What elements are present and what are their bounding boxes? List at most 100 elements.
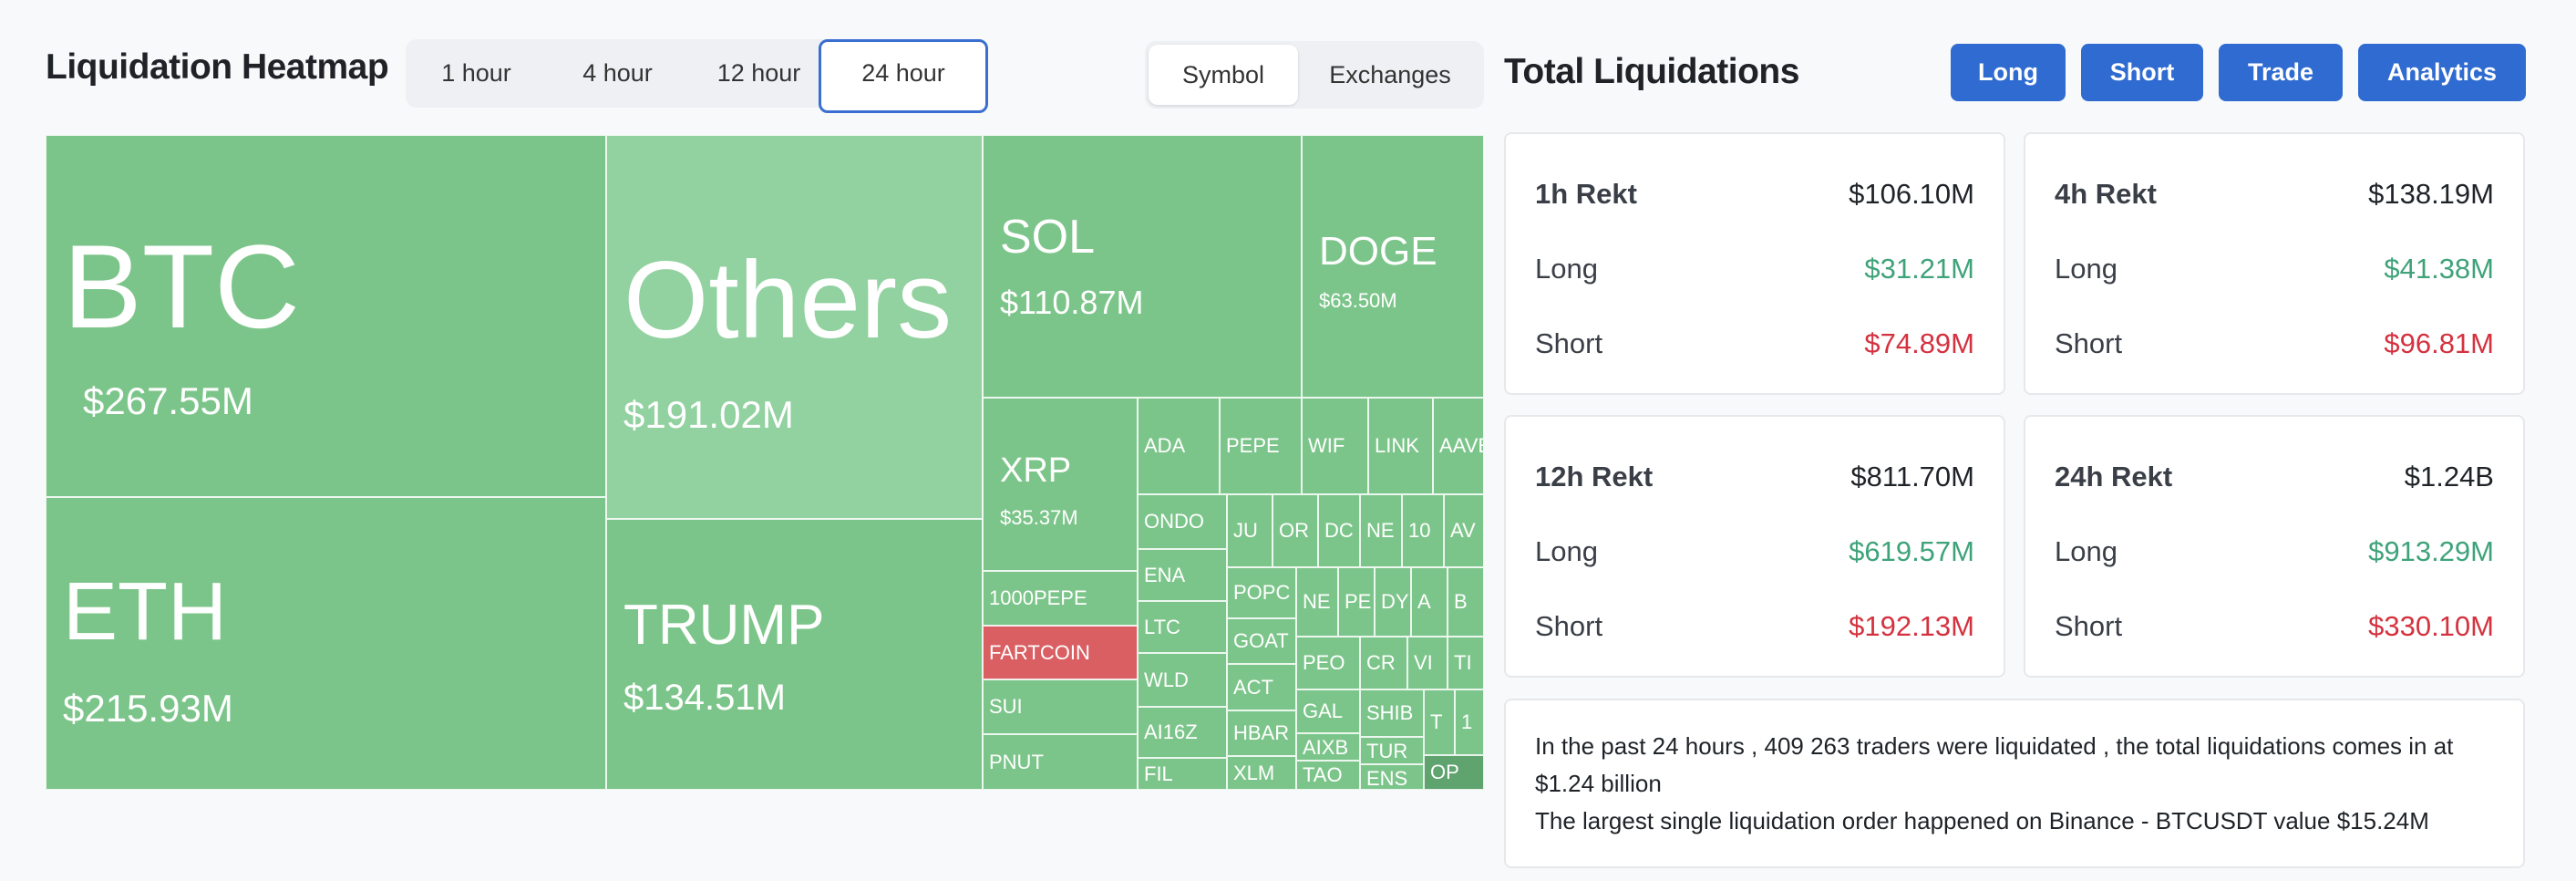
treemap-cell[interactable]: CR: [1360, 637, 1407, 689]
rekt-card-label: 24h Rekt: [2055, 461, 2173, 492]
treemap-cell[interactable]: VI: [1407, 637, 1448, 689]
treemap-cell[interactable]: NE: [1296, 567, 1338, 637]
cell-value: $134.51M: [623, 678, 786, 718]
cell-symbol: LTC: [1144, 616, 1180, 638]
tab-12-hour[interactable]: 12 hour: [716, 59, 801, 87]
treemap-cell[interactable]: Others $191.02M: [606, 135, 983, 519]
cell-symbol: NE: [1366, 519, 1395, 542]
cell-symbol: 10: [1408, 519, 1431, 542]
total-liquidations-title: Total Liquidations: [1504, 52, 1799, 91]
tab-4-hour[interactable]: 4 hour: [582, 59, 653, 87]
treemap-cell[interactable]: FARTCOIN: [983, 626, 1138, 679]
treemap-cell[interactable]: XRP $35.37M: [983, 398, 1138, 571]
treemap-cell[interactable]: TRUMP $134.51M: [606, 519, 983, 790]
treemap-cell[interactable]: B: [1448, 567, 1484, 637]
rekt-card-total: $1.24B: [2404, 461, 2494, 492]
treemap-cell[interactable]: PNUT: [983, 734, 1138, 790]
treemap-cell[interactable]: GOAT: [1227, 618, 1296, 664]
treemap-cell[interactable]: ETH $215.93M: [46, 497, 606, 790]
treemap-cell[interactable]: FIL: [1138, 758, 1227, 790]
treemap-cell[interactable]: JU: [1227, 494, 1273, 567]
summary-line-1: In the past 24 hours , 409 263 traders w…: [1535, 732, 2454, 797]
treemap-cell[interactable]: LTC: [1138, 601, 1227, 653]
treemap-cell[interactable]: TUR: [1360, 737, 1424, 764]
cell-symbol: GAL: [1303, 700, 1344, 722]
treemap-cell[interactable]: OP: [1424, 755, 1484, 790]
treemap-cell[interactable]: SOL $110.87M: [983, 135, 1302, 398]
long-label: Long: [2055, 535, 2117, 567]
treemap-cell[interactable]: POPC: [1227, 567, 1296, 618]
cell-symbol: DOGE: [1319, 229, 1437, 274]
cell-symbol: WIF: [1308, 434, 1345, 457]
treemap-cell[interactable]: WIF: [1302, 398, 1368, 494]
treemap-cell[interactable]: 1000PEPE: [983, 571, 1138, 626]
treemap-cell[interactable]: AAVE: [1433, 398, 1484, 494]
treemap-cell[interactable]: PEO: [1296, 637, 1360, 689]
treemap-cell[interactable]: AIXB: [1296, 733, 1360, 761]
long-value: $913.29M: [2368, 535, 2494, 567]
long-button[interactable]: Long: [1951, 44, 2066, 101]
trade-button[interactable]: Trade: [2219, 44, 2343, 101]
cell-symbol: TI: [1454, 651, 1472, 674]
cell-symbol: NE: [1303, 590, 1331, 613]
cell-symbol: ENA: [1144, 564, 1186, 586]
rekt-card-24h: 24h Rekt $1.24B Long $913.29M Short $330.10…: [2024, 415, 2525, 678]
treemap-cell[interactable]: TI: [1448, 637, 1484, 689]
treemap-cell[interactable]: DOGE $63.50M: [1302, 135, 1484, 398]
treemap-cell[interactable]: PEPE: [1220, 398, 1302, 494]
cell-symbol: 1000PEPE: [989, 586, 1087, 609]
cell-symbol: ETH: [63, 566, 227, 658]
view-exchanges[interactable]: Exchanges: [1329, 61, 1451, 88]
cell-symbol: SHIB: [1366, 701, 1414, 724]
treemap-cell[interactable]: SHIB: [1360, 689, 1424, 737]
cell-symbol: TUR: [1366, 740, 1408, 762]
treemap-cell[interactable]: 1: [1455, 689, 1484, 755]
analytics-button[interactable]: Analytics: [2358, 44, 2526, 101]
treemap-cell[interactable]: AV: [1444, 494, 1484, 567]
view-symbol[interactable]: Symbol: [1149, 45, 1298, 105]
cell-symbol: ADA: [1144, 434, 1186, 457]
treemap-cell[interactable]: DC: [1318, 494, 1360, 567]
treemap-cell[interactable]: SUI: [983, 679, 1138, 734]
treemap-cell[interactable]: WLD: [1138, 653, 1227, 707]
rekt-card-4h: 4h Rekt $138.19M Long $41.38M Short $96.81M: [2024, 132, 2525, 395]
cell-symbol: ACT: [1233, 676, 1273, 699]
treemap-cell[interactable]: 10: [1402, 494, 1444, 567]
treemap-cell[interactable]: OR: [1273, 494, 1318, 567]
treemap-cell[interactable]: T: [1424, 689, 1455, 755]
cell-symbol: HBAR: [1233, 721, 1290, 744]
treemap-cell[interactable]: NE: [1360, 494, 1402, 567]
rekt-card-label: 12h Rekt: [1535, 461, 1654, 492]
treemap-cell[interactable]: A: [1411, 567, 1448, 637]
liquidation-treemap: BTC $267.55M Others $191.02M ETH $215.93M TRUM…: [46, 135, 1484, 790]
treemap-cell[interactable]: BTC $267.55M: [46, 135, 606, 497]
treemap-cell[interactable]: ENS: [1360, 764, 1424, 790]
treemap-cell[interactable]: PE: [1338, 567, 1375, 637]
short-button[interactable]: Short: [2081, 44, 2203, 101]
treemap-cell[interactable]: DY: [1375, 567, 1411, 637]
treemap-cell[interactable]: LINK: [1368, 398, 1433, 494]
cell-symbol: CR: [1366, 651, 1396, 674]
treemap-cell[interactable]: AI16Z: [1138, 707, 1227, 758]
long-value: $619.57M: [1849, 535, 1974, 567]
cell-symbol: 1: [1461, 710, 1473, 733]
treemap-cell[interactable]: GAL: [1296, 689, 1360, 733]
rekt-card-total: $811.70M: [1850, 461, 1974, 492]
heatmap-title: Liquidation Heatmap: [46, 47, 389, 87]
tab-24-hour[interactable]: 24 hour: [819, 39, 988, 113]
cell-symbol: JU: [1233, 519, 1258, 542]
tab-1-hour[interactable]: 1 hour: [441, 59, 511, 87]
treemap-cell[interactable]: ACT: [1227, 664, 1296, 710]
summary-line-2: The largest single liquidation order hap…: [1535, 807, 2429, 834]
treemap-cell[interactable]: XLM: [1227, 756, 1296, 790]
treemap-cell[interactable]: ONDO: [1138, 494, 1227, 549]
cell-symbol: GOAT: [1233, 629, 1289, 652]
cell-symbol: SUI: [989, 695, 1023, 718]
treemap-cell[interactable]: ENA: [1138, 549, 1227, 601]
cell-value: $267.55M: [83, 379, 253, 422]
treemap-cell[interactable]: ADA: [1138, 398, 1220, 494]
cell-symbol: DC: [1324, 519, 1354, 542]
treemap-cell[interactable]: HBAR: [1227, 710, 1296, 756]
cell-symbol: AI16Z: [1144, 720, 1198, 743]
treemap-cell[interactable]: TAO: [1296, 761, 1360, 790]
